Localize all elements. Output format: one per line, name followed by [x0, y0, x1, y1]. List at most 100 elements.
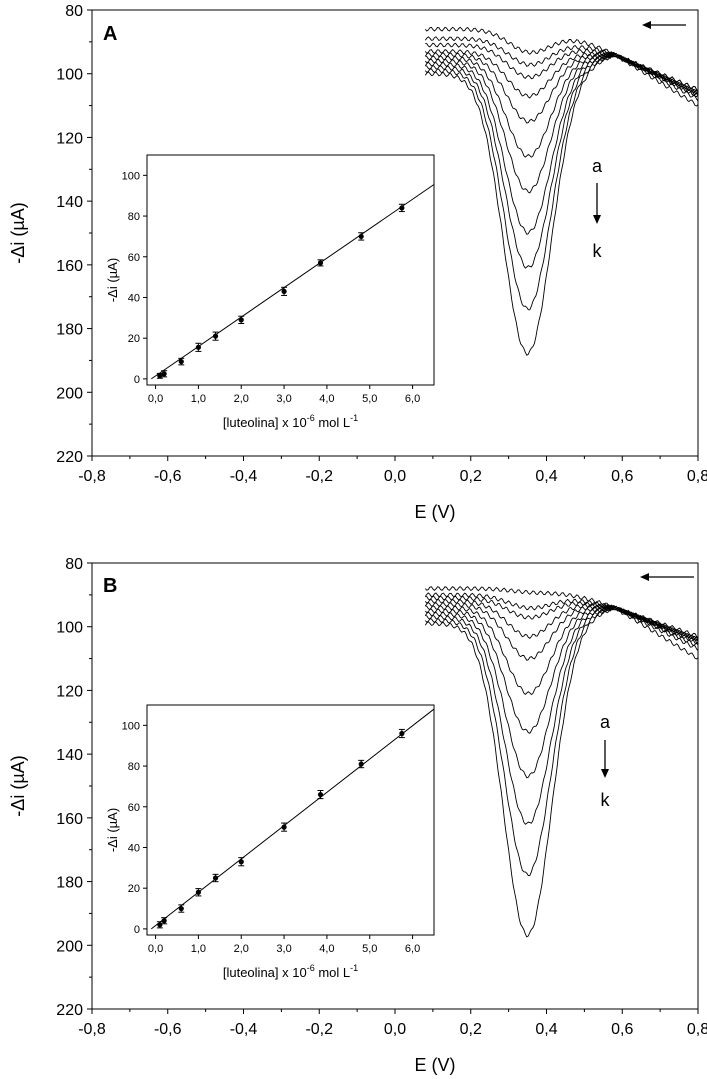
- voltammogram-e: [424, 52, 699, 124]
- y-tick-label: 200: [56, 938, 83, 955]
- inset-data-point: [281, 288, 287, 294]
- inset-y-tick-label: 80: [128, 761, 140, 773]
- inset-x-axis-label: [luteolina] x 10-6 mol L-1: [223, 963, 358, 980]
- inset-frame: [146, 704, 435, 936]
- inset-y-tick-label: 40: [128, 292, 140, 304]
- voltammogram-i: [425, 605, 699, 825]
- inset-y-tick-label: 100: [122, 170, 140, 182]
- y-tick-label: 120: [56, 130, 83, 147]
- annotation-a: a: [600, 712, 611, 732]
- voltammogram-f: [425, 605, 699, 696]
- inset-x-tick-label: 1,0: [191, 943, 206, 955]
- annotation-k: k: [593, 241, 603, 261]
- y-tick-label: 180: [56, 322, 83, 339]
- inset-y-tick-label: 20: [128, 883, 140, 895]
- annotation-arrow-head: [593, 215, 601, 224]
- voltammogram-k: [424, 606, 699, 938]
- inset-data-point: [238, 859, 244, 865]
- y-tick-label: 160: [56, 258, 83, 275]
- inset-data-point: [399, 205, 405, 211]
- inset: 0 20 40 60 80 100 0,0 1,0 2,0 3,0 4,0 5,0 6,0 [luteol…: [105, 704, 435, 980]
- voltammogram-i: [425, 53, 699, 269]
- annotation-arrow-head: [601, 769, 609, 778]
- y-tick-label: 160: [56, 811, 83, 828]
- x-tick-label: 0,0: [384, 468, 406, 485]
- x-tick-label: 0,8: [687, 1021, 707, 1038]
- y-tick-label: 220: [56, 1002, 83, 1019]
- inset-data-point: [399, 730, 405, 737]
- x-tick-label: -0,2: [305, 1021, 333, 1038]
- inset-data-point: [212, 333, 219, 339]
- inset-x-tick-label: 2,0: [234, 393, 249, 405]
- x-tick-label: -0,6: [154, 468, 182, 485]
- panel-label: A: [103, 23, 117, 45]
- x-tick-label: -0,8: [78, 1021, 106, 1038]
- x-tick-label: -0,2: [305, 468, 333, 485]
- inset-frame: [146, 154, 435, 386]
- y-tick-label: 140: [56, 747, 83, 764]
- inset-y-tick-label: 0: [134, 374, 140, 386]
- y-tick-label: 200: [56, 385, 83, 402]
- y-tick-label: 120: [56, 683, 83, 700]
- inset-data-point: [161, 371, 167, 377]
- x-tick-label: 0,2: [460, 468, 482, 485]
- inset-data-point: [157, 922, 163, 928]
- inset-y-tick-label: 40: [128, 842, 140, 854]
- y-tick-label: 100: [56, 620, 83, 637]
- annotation-a: a: [592, 156, 603, 176]
- inset-x-tick-label: 1,0: [191, 393, 206, 405]
- inset-x-tick-label: 6,0: [405, 393, 420, 405]
- x-tick-label: 0,8: [687, 468, 707, 485]
- x-tick-label: 0,6: [611, 468, 633, 485]
- inset-data-point: [195, 889, 202, 895]
- inset-y-axis-label: -Δi (µA): [105, 808, 120, 852]
- voltammogram-a: [424, 585, 699, 642]
- inset-x-tick-label: 4,0: [319, 393, 334, 405]
- x-tick-label: 0,4: [535, 1021, 557, 1038]
- y-tick-label: 220: [56, 449, 83, 466]
- x-tick-label: -0,4: [230, 1021, 258, 1038]
- voltammogram-d: [424, 48, 699, 99]
- voltammogram-j: [424, 606, 699, 877]
- panel-label: B: [103, 575, 117, 597]
- annotation-k: k: [601, 790, 611, 810]
- scan-arrow-head: [640, 573, 649, 581]
- x-tick-label: -0,6: [154, 1021, 182, 1038]
- inset-data-point: [317, 260, 324, 266]
- y-tick-label: 180: [56, 875, 83, 892]
- x-axis-label: E (V): [414, 1055, 455, 1075]
- y-axis-label: -Δi (µA): [8, 202, 28, 263]
- voltammogram-g: [424, 52, 699, 194]
- inset-y-tick-label: 80: [128, 211, 140, 223]
- inset-y-axis-label: -Δi (µA): [105, 258, 120, 302]
- inset-data-point: [281, 824, 287, 830]
- inset-x-tick-label: 5,0: [362, 393, 377, 405]
- x-tick-label: 0,4: [535, 468, 557, 485]
- voltammogram-g: [424, 605, 699, 734]
- inset-data-point: [161, 918, 167, 924]
- y-axis-label: -Δi (µA): [8, 755, 28, 816]
- inset-data-point: [358, 761, 364, 767]
- voltammogram-k: [424, 53, 699, 356]
- x-tick-label: 0,0: [384, 1021, 406, 1038]
- y-tick-label: 80: [65, 3, 83, 20]
- inset-x-tick-label: 4,0: [319, 943, 334, 955]
- x-tick-label: -0,4: [230, 468, 258, 485]
- inset-data-point: [358, 233, 364, 240]
- inset-x-tick-label: 3,0: [276, 393, 291, 405]
- inset: 0 20 40 60 80 100 0,0 1,0 2,0 3,0 4,0 5,0 6,0 [luteol…: [105, 154, 435, 430]
- voltammogram-j: [424, 53, 699, 311]
- inset-x-tick-label: 0,0: [148, 393, 163, 405]
- inset-data-point: [238, 317, 244, 323]
- inset-x-tick-label: 5,0: [362, 943, 377, 955]
- inset-x-tick-label: 0,0: [148, 943, 163, 955]
- y-tick-label: 80: [65, 556, 83, 573]
- y-tick-label: 100: [56, 67, 83, 84]
- x-axis-label: E (V): [414, 502, 455, 522]
- inset-x-tick-label: 3,0: [276, 943, 291, 955]
- y-tick-label: 140: [56, 194, 83, 211]
- inset-data-point: [178, 358, 184, 365]
- inset-x-tick-label: 2,0: [234, 943, 249, 955]
